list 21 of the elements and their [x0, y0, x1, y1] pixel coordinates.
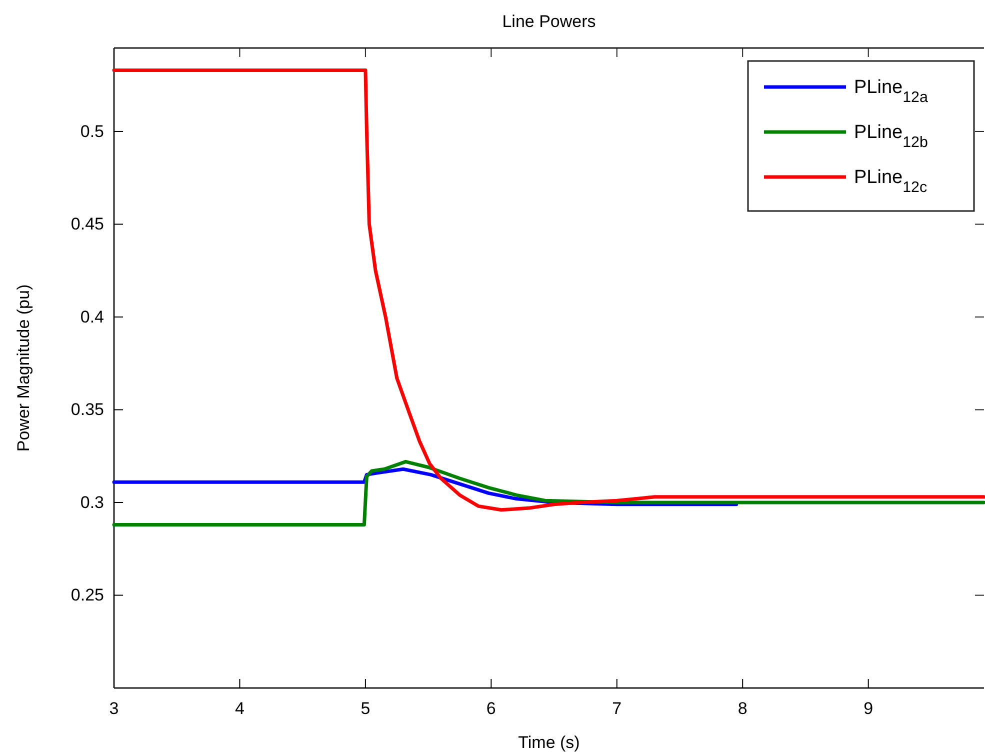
legend-label: PLine$_{12c}$ [854, 167, 928, 196]
line-series [112, 68, 985, 512]
x-tick-label: 9 [864, 699, 874, 718]
y-axis-title: Power Magnitude (pu) [14, 284, 33, 452]
y-tick-label: 0.25 [70, 586, 104, 605]
y-tick-label: 0.35 [70, 400, 104, 420]
y-tick-label: 0.3 [80, 492, 104, 512]
chart-title: Line Powers [502, 12, 596, 31]
legend-label: PLine$_{12b}$ [854, 122, 928, 150]
legend-label: PLine$_{12a}$ [854, 77, 929, 106]
x-axis-title: Time (s) [518, 733, 580, 752]
x-tick-label: 5 [360, 699, 370, 718]
y-tick-label: 0.5 [80, 122, 104, 141]
line-series [112, 460, 985, 527]
x-tick-label: 7 [612, 699, 622, 718]
y-tick-label: 0.45 [70, 214, 104, 234]
x-tick-label: 6 [486, 699, 496, 718]
x-tick-label: 3 [109, 699, 119, 718]
y-tick-label: 0.4 [80, 307, 104, 326]
x-tick-label: 8 [738, 699, 748, 718]
x-tick-label: 4 [234, 699, 244, 718]
